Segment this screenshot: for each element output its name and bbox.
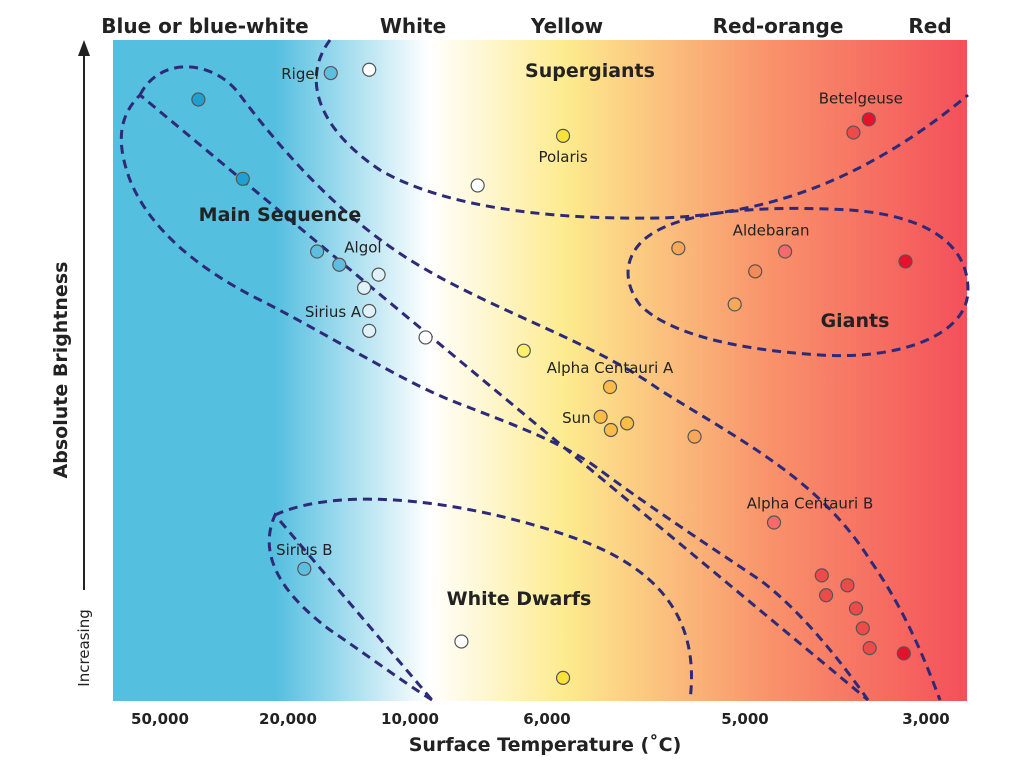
x-axis-title: Surface Temperature (˚C) [409,733,682,756]
star-point [470,178,485,193]
star-point [593,409,608,424]
star-point [310,244,325,259]
region-label-supergiants: Supergiants [525,60,655,82]
y-axis-title: Absolute Brightness [50,262,72,479]
star-point [235,171,250,186]
y-axis-arrow-head [78,40,90,56]
star-point [323,65,338,81]
star-point [861,112,876,127]
star-point [814,568,829,583]
star-point [898,254,913,269]
star-label: Polaris [538,148,587,166]
giants-outline [626,206,970,358]
star-point [362,62,377,77]
star-point [818,588,834,603]
main-sequence-outline [119,65,942,702]
star-point [362,323,377,338]
star-label: Aldebaran [733,222,810,240]
band-label-yellow: Yellow [530,14,603,38]
star-point [848,601,864,616]
star-point [371,267,386,282]
region-label-giants: Giants [821,310,890,332]
region-label-white-dwarfs: White Dwarfs [447,588,592,610]
white-dwarfs-outline [267,497,693,702]
star-point [687,429,702,444]
star-point [855,621,870,636]
star-point [602,379,618,395]
stars-layer: Rigel Betelgeuse Polaris Algol Sirius A Aldeb… [191,62,913,685]
star-point [748,264,763,279]
star-point [671,241,686,256]
star-point [603,422,618,438]
star-point [555,128,571,143]
x-tick-label: 10,000 [381,710,439,728]
star-label: Algol [344,239,381,257]
star-point [766,515,782,530]
star-label: Alpha Centauri B [747,495,874,513]
star-point [777,244,793,259]
star-point [362,303,377,319]
star-point [297,561,312,576]
star-label: Alpha Centauri A [547,359,674,377]
star-point [846,125,861,140]
star-point [516,343,531,358]
star-point [356,280,372,295]
supergiants-outline [314,39,969,220]
x-tick-label: 6,000 [523,710,570,728]
star-point [418,330,433,345]
x-tick-label: 5,000 [721,710,768,728]
star-point [727,297,742,312]
star-label: Rigel [281,65,319,83]
star-label: Betelgeuse [819,89,903,107]
star-point [620,416,635,431]
band-label-blue: Blue or blue-white [101,14,308,38]
y-axis-direction-label: Increasing [75,609,93,686]
x-tick-label: 50,000 [131,710,189,728]
star-point [862,641,877,656]
x-tick-label: 3,000 [902,710,949,728]
band-label-white: White [380,14,446,38]
band-label-red: Red [908,14,951,38]
star-point [555,670,571,685]
region-label-main-sequence: Main Sequence [199,204,362,226]
star-point [896,646,911,661]
star-point [454,634,469,649]
star-point [191,92,206,107]
band-label-red-orange: Red-orange [713,14,844,38]
x-tick-label: 20,000 [259,710,317,728]
star-label: Sirius A [305,303,362,321]
star-point [840,578,855,593]
star-label: Sun [562,409,591,427]
star-point [332,257,347,272]
star-label: Sirius B [276,541,332,559]
